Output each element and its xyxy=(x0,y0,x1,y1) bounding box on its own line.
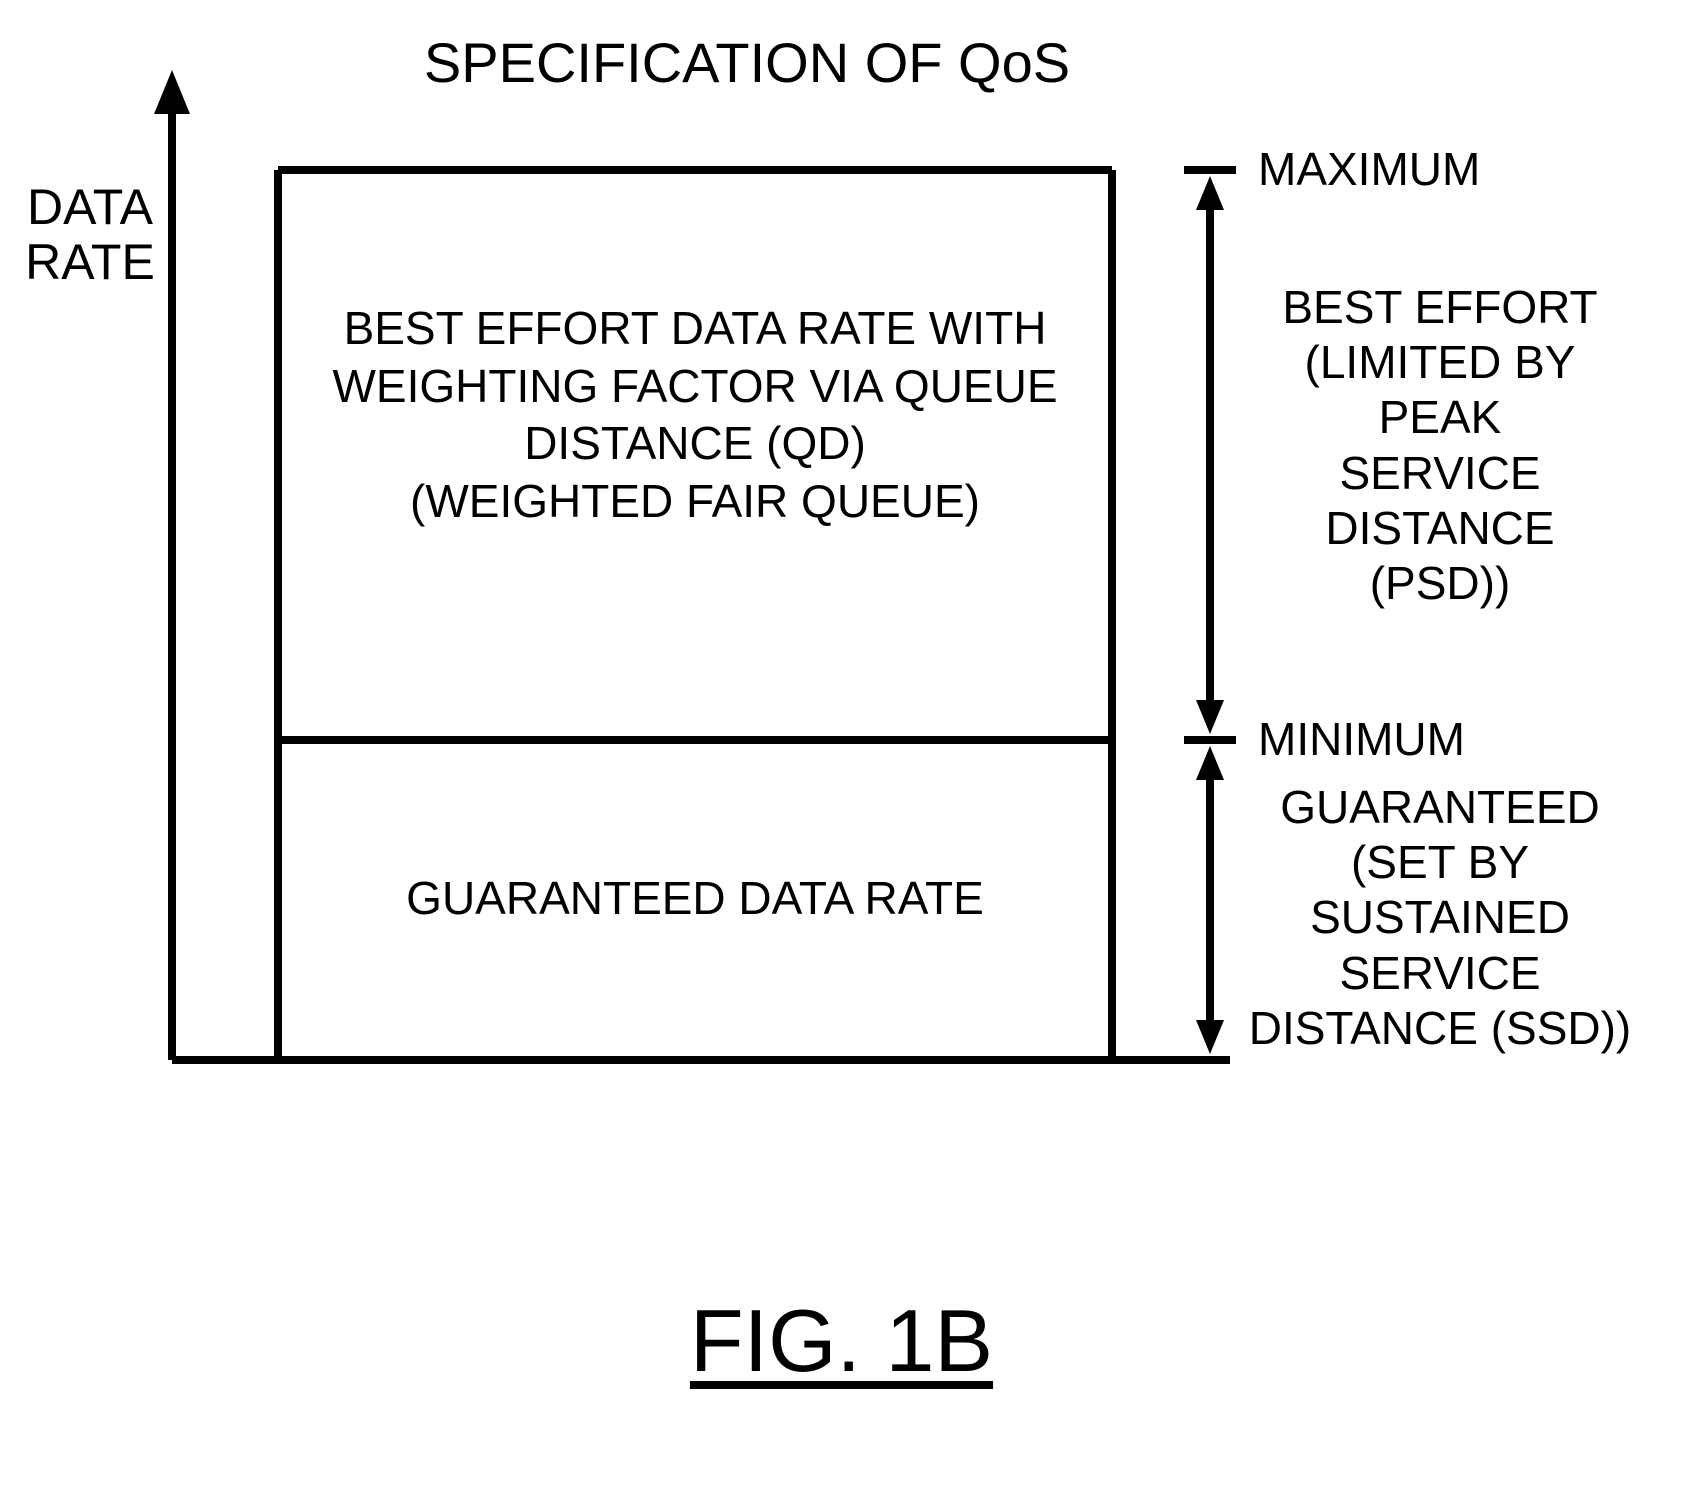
best-effort-line3: PEAK xyxy=(1250,390,1630,445)
best-effort-arrow-down xyxy=(1196,700,1224,734)
y-axis-arrowhead xyxy=(154,70,190,114)
upper-box-line2: WEIGHTING FACTOR VIA QUEUE xyxy=(278,358,1112,416)
guaranteed-line2: (SET BY xyxy=(1230,835,1650,890)
qos-diagram: SPECIFICATION OF QoS DATA RATE xyxy=(0,0,1683,1500)
best-effort-side-text: BEST EFFORT (LIMITED BY PEAK SERVICE DIS… xyxy=(1250,280,1630,611)
guaranteed-line5: DISTANCE (SSD)) xyxy=(1230,1001,1650,1056)
guaranteed-side-text: GUARANTEED (SET BY SUSTAINED SERVICE DIS… xyxy=(1230,780,1650,1056)
guaranteed-arrow-down xyxy=(1196,1020,1224,1054)
lower-box-line1: GUARANTEED DATA RATE xyxy=(278,870,1112,928)
figure-caption: FIG. 1B xyxy=(0,1290,1683,1392)
best-effort-line5: DISTANCE xyxy=(1250,501,1630,556)
guaranteed-line4: SERVICE xyxy=(1230,946,1650,1001)
best-effort-line1: BEST EFFORT xyxy=(1250,280,1630,335)
lower-box-text: GUARANTEED DATA RATE xyxy=(278,870,1112,928)
guaranteed-line3: SUSTAINED xyxy=(1230,890,1650,945)
upper-box-text: BEST EFFORT DATA RATE WITH WEIGHTING FAC… xyxy=(278,300,1112,530)
best-effort-arrow-up xyxy=(1196,176,1224,210)
minimum-label: MINIMUM xyxy=(1258,712,1465,766)
best-effort-line4: SERVICE xyxy=(1250,446,1630,501)
upper-box-line3: DISTANCE (QD) xyxy=(278,415,1112,473)
upper-box-line1: BEST EFFORT DATA RATE WITH xyxy=(278,300,1112,358)
maximum-label: MAXIMUM xyxy=(1258,142,1480,196)
guaranteed-arrow-up xyxy=(1196,746,1224,780)
best-effort-line2: (LIMITED BY xyxy=(1250,335,1630,390)
upper-box-line4: (WEIGHTED FAIR QUEUE) xyxy=(278,473,1112,531)
best-effort-line6: (PSD)) xyxy=(1250,556,1630,611)
guaranteed-line1: GUARANTEED xyxy=(1230,780,1650,835)
